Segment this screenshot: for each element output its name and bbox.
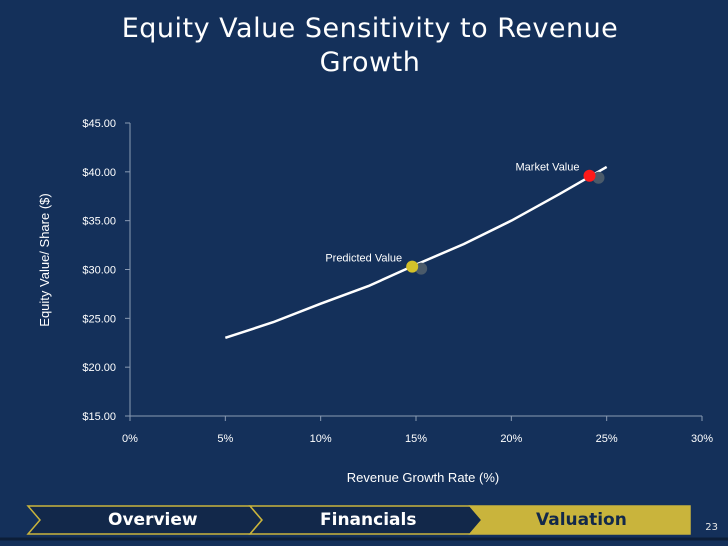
data-point xyxy=(406,260,419,273)
y-axis-label: Equity Value/ Share ($) xyxy=(37,193,52,326)
x-tick-label: 30% xyxy=(691,433,713,445)
y-tick-label: $15.00 xyxy=(82,411,116,423)
x-tick-label: 25% xyxy=(596,433,618,445)
slide-title: Equity Value Sensitivity to Revenue Grow… xyxy=(60,12,680,80)
x-axis-label: Revenue Growth Rate (%) xyxy=(347,470,499,485)
section-navigation xyxy=(0,503,728,543)
y-tick-label: $35.00 xyxy=(82,216,116,228)
series-line xyxy=(224,165,608,340)
x-tick-label: 15% xyxy=(405,433,427,445)
tab-financials[interactable]: Financials xyxy=(320,510,417,530)
y-tick-label: $30.00 xyxy=(82,265,116,277)
page-number: 23 xyxy=(705,522,718,533)
x-tick-label: 5% xyxy=(217,433,233,445)
tab-valuation[interactable]: Valuation xyxy=(536,510,627,530)
slide-title-line1: Equity Value Sensitivity to Revenue xyxy=(121,13,619,44)
y-tick-label: $40.00 xyxy=(82,167,116,179)
x-tick-label: 20% xyxy=(500,433,522,445)
data-point xyxy=(583,169,596,182)
x-tick-label: 10% xyxy=(310,433,332,445)
y-tick-label: $45.00 xyxy=(82,118,116,130)
point-label: Predicted Value xyxy=(325,253,402,265)
point-shadow xyxy=(415,262,428,275)
y-tick-label: $25.00 xyxy=(82,313,116,325)
y-tick-label: $20.00 xyxy=(82,362,116,374)
tab-overview[interactable]: Overview xyxy=(108,510,198,530)
slide-title-line2: Growth xyxy=(319,47,421,78)
x-tick-label: 0% xyxy=(122,433,138,445)
point-shadow xyxy=(592,171,605,184)
point-label: Market Value xyxy=(516,162,580,174)
